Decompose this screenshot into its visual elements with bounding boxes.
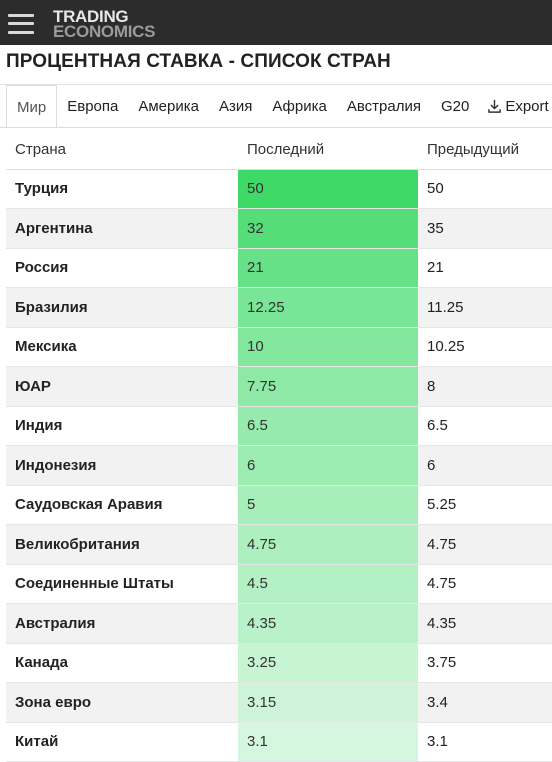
table-row: Бразилия 12.25 11.25 — [6, 287, 552, 328]
last-value-cell: 4.5 — [238, 564, 418, 604]
tab-label: Европа — [67, 97, 119, 115]
table-row: Зона евро 3.15 3.4 — [6, 682, 552, 723]
country-link[interactable]: Канада — [6, 643, 238, 683]
table-row: Австралия 4.35 4.35 — [6, 603, 552, 644]
last-value-cell: 6.5 — [238, 406, 418, 446]
previous-value-cell: 5.25 — [418, 485, 552, 525]
export-button[interactable]: Export — [479, 85, 552, 127]
table-row: Мексика 10 10.25 — [6, 327, 552, 367]
top-bar: TRADING ECONOMICS — [0, 0, 552, 45]
country-link[interactable]: Турция — [6, 169, 238, 209]
previous-value-cell: 3.4 — [418, 682, 552, 723]
table-row: ЮАР 7.75 8 — [6, 366, 552, 407]
last-value-cell: 3.15 — [238, 682, 418, 723]
table-row: Великобритания 4.75 4.75 — [6, 524, 552, 565]
country-link[interactable]: Бразилия — [6, 287, 238, 328]
previous-value-cell: 35 — [418, 208, 552, 249]
column-header-country[interactable]: Страна — [6, 130, 238, 170]
previous-value-cell: 3.75 — [418, 643, 552, 683]
previous-value-cell: 21 — [418, 248, 552, 288]
tab-america[interactable]: Америка — [128, 85, 209, 127]
country-link[interactable]: Австралия — [6, 603, 238, 644]
previous-value-cell: 4.35 — [418, 603, 552, 644]
country-link[interactable]: Великобритания — [6, 524, 238, 565]
previous-value-cell: 11.25 — [418, 287, 552, 328]
table-row: Индонезия 6 6 — [6, 445, 552, 486]
tab-label: G20 — [440, 97, 470, 115]
page-title: ПРОЦЕНТНАЯ СТАВКА - СПИСОК СТРАН — [6, 51, 391, 72]
country-link[interactable]: Зона евро — [6, 682, 238, 723]
tab-asia[interactable]: Азия — [209, 85, 262, 127]
previous-value-cell: 6.5 — [418, 406, 552, 446]
last-value-cell: 10 — [238, 327, 418, 367]
country-link[interactable]: Мексика — [6, 327, 238, 367]
table-row: Аргентина 32 35 — [6, 208, 552, 249]
tab-australia[interactable]: Австралия — [337, 85, 431, 127]
tab-label: Мир — [17, 98, 47, 116]
table-row: Соединенные Штаты 4.5 4.75 — [6, 564, 552, 604]
last-value-cell: 12.25 — [238, 287, 418, 328]
tab-label: Export — [505, 97, 549, 115]
interest-rate-table: Страна Последний Предыдущий Турция 50 50 Ар… — [6, 130, 552, 762]
table-row: Индия 6.5 6.5 — [6, 406, 552, 446]
hamburger-menu-icon[interactable] — [8, 13, 34, 34]
last-value-cell: 5 — [238, 485, 418, 525]
previous-value-cell: 3.1 — [418, 722, 552, 762]
table-row: Саудовская Аравия 5 5.25 — [6, 485, 552, 525]
tab-label: Австралия — [346, 97, 421, 115]
tab-label: Америка — [138, 97, 199, 115]
last-value-cell: 6 — [238, 445, 418, 486]
column-header-previous[interactable]: Предыдущий — [418, 130, 552, 170]
country-link[interactable]: Индия — [6, 406, 238, 446]
last-value-cell: 32 — [238, 208, 418, 249]
previous-value-cell: 4.75 — [418, 524, 552, 565]
logo[interactable]: TRADING ECONOMICS — [53, 6, 156, 41]
region-tabs: Мир Европа Америка Азия Африка Австралия… — [0, 84, 552, 128]
country-link[interactable]: Индонезия — [6, 445, 238, 486]
country-link[interactable]: Россия — [6, 248, 238, 288]
tab-label: Африка — [272, 97, 327, 115]
last-value-cell: 21 — [238, 248, 418, 288]
country-link[interactable]: Саудовская Аравия — [6, 485, 238, 525]
download-icon — [488, 99, 502, 113]
tab-label: Азия — [218, 97, 253, 115]
table-row: Канада 3.25 3.75 — [6, 643, 552, 683]
table-row: Китай 3.1 3.1 — [6, 722, 552, 762]
logo-line-2: ECONOMICS — [53, 21, 156, 41]
last-value-cell: 4.75 — [238, 524, 418, 565]
previous-value-cell: 6 — [418, 445, 552, 486]
table-header-row: Страна Последний Предыдущий — [6, 130, 552, 170]
tab-europe[interactable]: Европа — [57, 85, 128, 127]
table-row: Турция 50 50 — [6, 169, 552, 209]
country-link[interactable]: Китай — [6, 722, 238, 762]
last-value-cell: 7.75 — [238, 366, 418, 407]
last-value-cell: 3.25 — [238, 643, 418, 683]
previous-value-cell: 10.25 — [418, 327, 552, 367]
table-row: Россия 21 21 — [6, 248, 552, 288]
previous-value-cell: 50 — [418, 169, 552, 209]
last-value-cell: 3.1 — [238, 722, 418, 762]
tab-africa[interactable]: Африка — [262, 85, 336, 127]
tab-g20[interactable]: G20 — [431, 85, 479, 127]
logo-line-1: TRADING — [53, 6, 129, 26]
column-header-last[interactable]: Последний — [238, 130, 418, 170]
previous-value-cell: 4.75 — [418, 564, 552, 604]
country-link[interactable]: ЮАР — [6, 366, 238, 407]
last-value-cell: 4.35 — [238, 603, 418, 644]
previous-value-cell: 8 — [418, 366, 552, 407]
last-value-cell: 50 — [238, 169, 418, 209]
country-link[interactable]: Соединенные Штаты — [6, 564, 238, 604]
tab-world[interactable]: Мир — [6, 85, 58, 127]
country-link[interactable]: Аргентина — [6, 208, 238, 249]
